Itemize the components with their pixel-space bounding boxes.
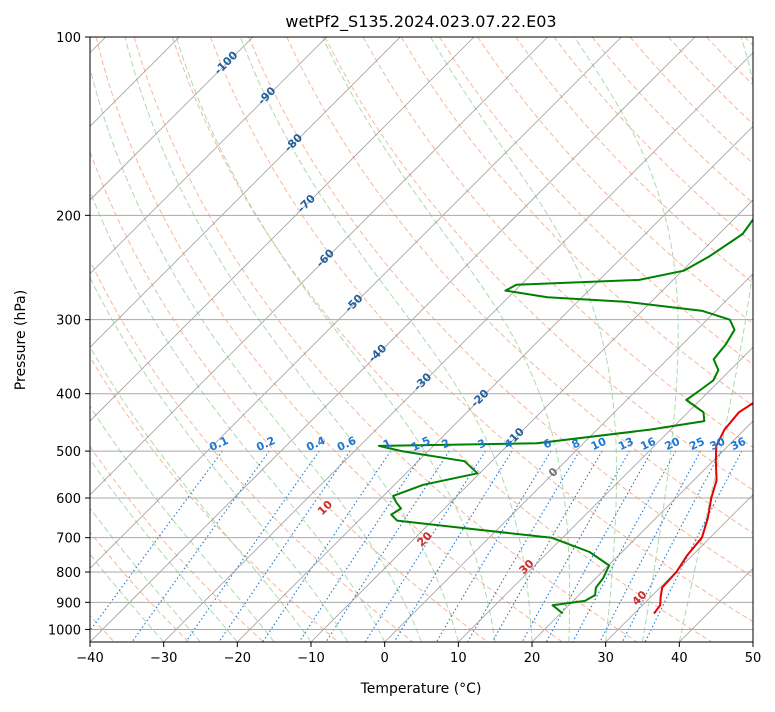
isotherm-line bbox=[237, 37, 775, 642]
isotherm-line bbox=[385, 37, 775, 642]
x-tick-label: 0 bbox=[381, 651, 389, 666]
isotherms bbox=[0, 37, 775, 642]
y-tick-label: 800 bbox=[56, 566, 81, 581]
x-axis-label: Temperature (°C) bbox=[360, 681, 482, 697]
y-tick-label: 300 bbox=[56, 314, 81, 329]
dry-adiabat bbox=[0, 37, 338, 642]
moist-adiabat bbox=[0, 37, 274, 642]
y-axis-ticks: 100 200 300 400 500 600 700 800 900 1000 bbox=[48, 31, 90, 638]
x-tick-label: 10 bbox=[450, 651, 467, 666]
y-axis-label: Pressure (hPa) bbox=[13, 290, 29, 390]
mixing-ratio-line bbox=[299, 451, 424, 642]
dewpoint-line bbox=[379, 37, 775, 614]
mixing-ratio-line bbox=[436, 451, 551, 642]
dry-adiabat bbox=[592, 37, 775, 642]
dry-adiabat-label: 20 bbox=[415, 529, 435, 549]
mixing-ratio-label: 6 bbox=[541, 436, 554, 451]
chart-title: wetPf2_S135.2024.023.07.22.E03 bbox=[285, 12, 556, 32]
moist-adiabat bbox=[323, 37, 570, 642]
mixing-ratio-label: 36 bbox=[729, 435, 749, 453]
isotherm-line bbox=[0, 37, 400, 642]
moist-adiabat bbox=[176, 37, 495, 642]
isotherm-line bbox=[679, 37, 775, 642]
dry-adiabat bbox=[668, 37, 775, 642]
moist-adiabat bbox=[17, 37, 348, 642]
isotherm-line bbox=[164, 37, 769, 642]
dry-adiabat bbox=[707, 37, 775, 642]
isotherm-label: -80 bbox=[282, 131, 305, 154]
y-tick-label: 100 bbox=[56, 31, 81, 46]
x-tick-label: −30 bbox=[150, 651, 177, 666]
isotherm-label: -50 bbox=[342, 292, 365, 315]
y-tick-label: 700 bbox=[56, 532, 81, 547]
mixing-ratio-label: 30 bbox=[708, 435, 728, 453]
isotherm-label: -30 bbox=[411, 370, 434, 393]
x-tick-label: −20 bbox=[224, 651, 251, 666]
x-tick-label: 20 bbox=[524, 651, 541, 666]
x-tick-label: 40 bbox=[671, 651, 688, 666]
dry-adiabat bbox=[134, 37, 637, 642]
y-tick-label: 500 bbox=[56, 445, 81, 460]
mixing-ratio-line bbox=[263, 451, 391, 642]
dry-adiabat-label: 30 bbox=[517, 557, 537, 577]
isotherm-line bbox=[0, 37, 474, 642]
dry-adiabat-label: 10 bbox=[315, 498, 335, 518]
mixing-ratio-label: 13 bbox=[616, 435, 635, 453]
x-tick-label: −40 bbox=[76, 651, 103, 666]
isotherm-label: -70 bbox=[295, 192, 318, 215]
isotherm-label: -90 bbox=[255, 84, 278, 107]
y-tick-label: 900 bbox=[56, 596, 81, 611]
mixing-ratio-label: 16 bbox=[638, 435, 658, 453]
moist-adiabat bbox=[0, 37, 311, 642]
mixing-ratio-line bbox=[622, 451, 721, 642]
dry-adiabat bbox=[0, 37, 264, 642]
isotherm-line bbox=[0, 37, 253, 642]
dry-adiabat-label: 40 bbox=[630, 588, 650, 608]
isotherm-line bbox=[90, 37, 695, 642]
y-tick-label: 1000 bbox=[48, 623, 81, 638]
isotherm-line bbox=[0, 37, 327, 642]
x-tick-label: −10 bbox=[297, 651, 324, 666]
y-tick-label: 600 bbox=[56, 492, 81, 507]
isotherm-label: -100 bbox=[212, 48, 241, 77]
profile-series bbox=[379, 37, 775, 614]
x-tick-label: 50 bbox=[745, 651, 762, 666]
moist-adiabat bbox=[0, 37, 201, 642]
dry-adiabats bbox=[0, 37, 775, 642]
mixing-ratio-line bbox=[573, 451, 676, 642]
y-tick-label: 200 bbox=[56, 209, 81, 224]
x-tick-label: 30 bbox=[597, 651, 614, 666]
isotherm-label: -40 bbox=[366, 342, 389, 365]
plot-frame bbox=[90, 37, 753, 642]
isotherm-line bbox=[753, 37, 775, 642]
isotherm-line bbox=[0, 37, 548, 642]
dry-adiabat bbox=[20, 37, 413, 642]
mixing-ratio-label: 25 bbox=[687, 435, 706, 453]
isotherm-line bbox=[458, 37, 775, 642]
y-tick-label: 400 bbox=[56, 388, 81, 403]
dry-adiabat bbox=[58, 37, 488, 642]
moist-adiabat bbox=[0, 37, 237, 642]
temperature-line bbox=[654, 37, 775, 614]
mixing-ratio-line bbox=[132, 451, 269, 642]
moist-adiabat bbox=[240, 37, 532, 642]
isotherm-label: -20 bbox=[468, 387, 491, 410]
x-axis-ticks: −40 −30 −20 −10 0 10 20 30 40 50 bbox=[76, 642, 761, 666]
dry-adiabat bbox=[745, 37, 775, 642]
isotherm-label: -60 bbox=[314, 246, 337, 269]
moist-adiabat bbox=[125, 37, 458, 642]
mixing-ratio-line bbox=[326, 451, 449, 642]
moist-adiabat bbox=[83, 37, 422, 642]
